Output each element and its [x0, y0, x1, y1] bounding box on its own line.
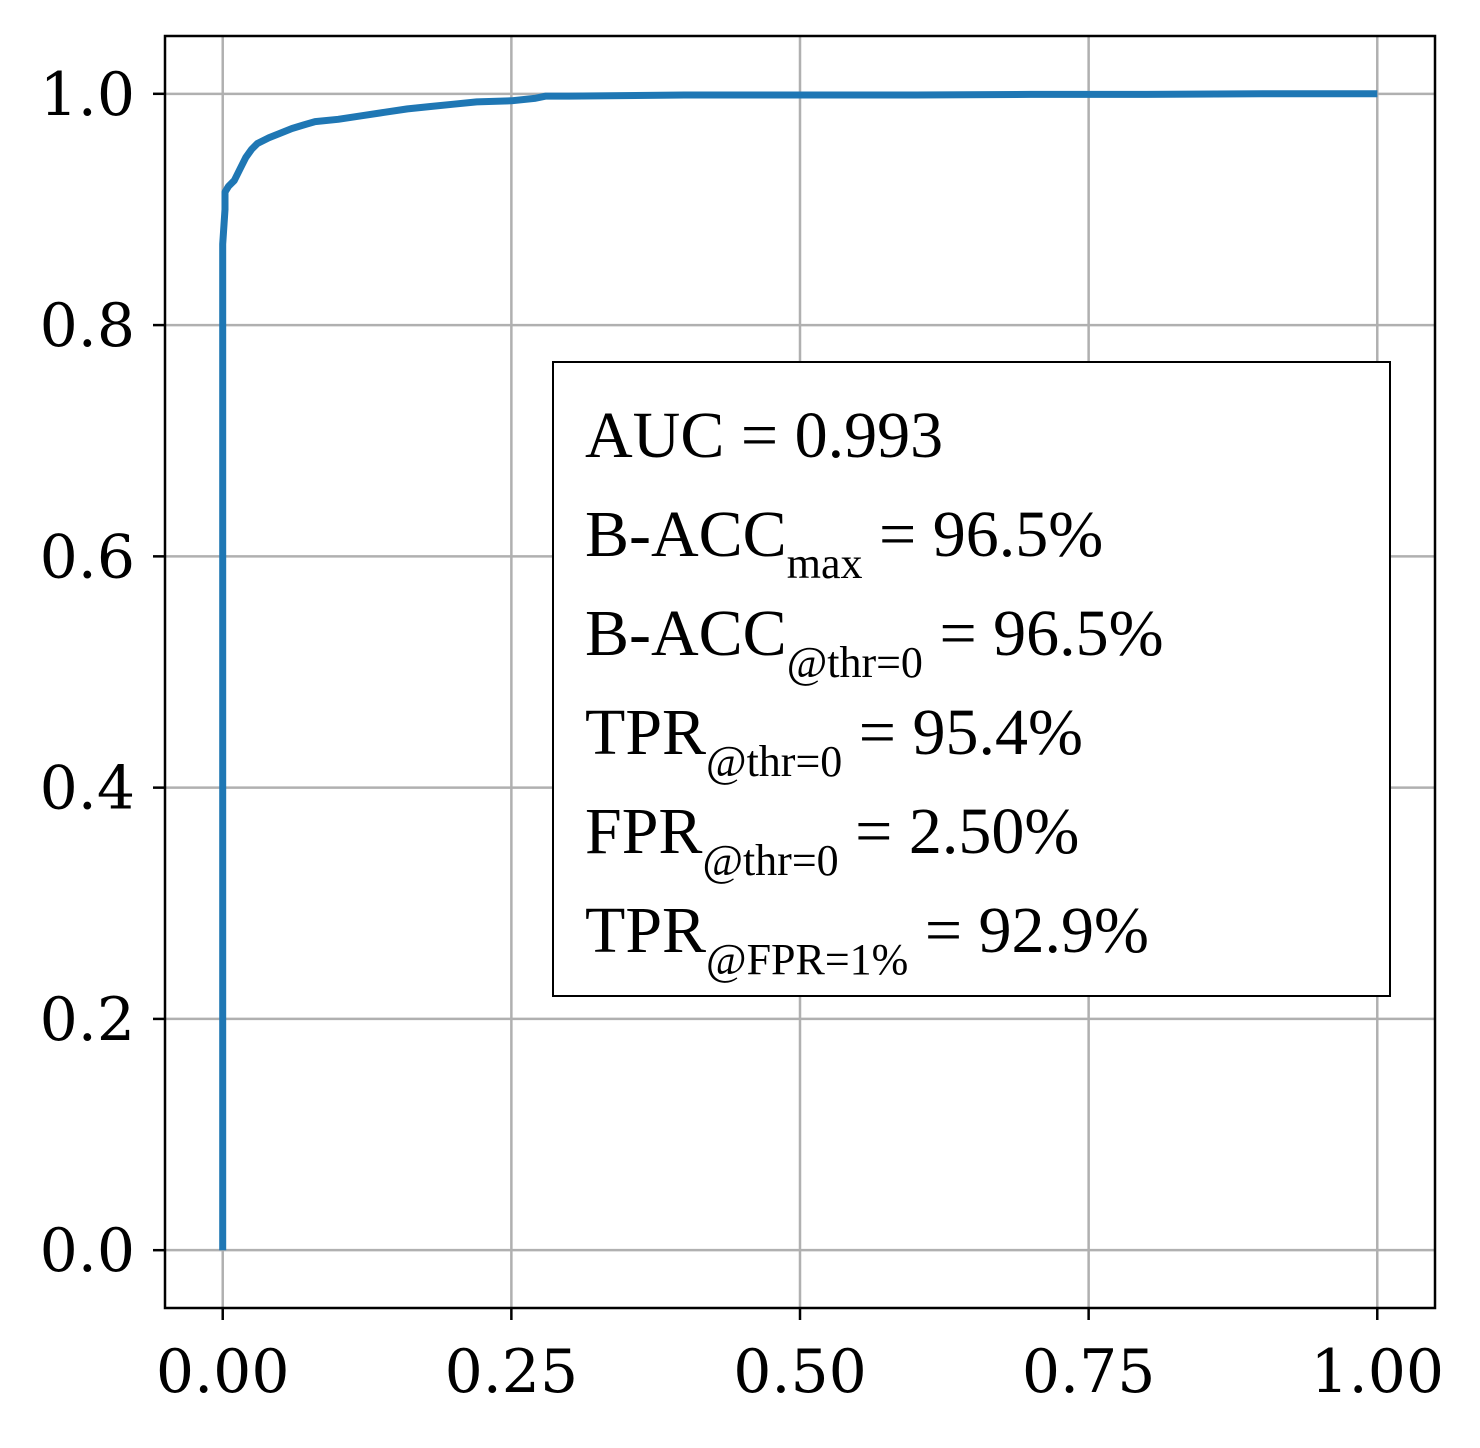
- annotation-subscript-3: @thr=0: [706, 737, 842, 786]
- annotation-line-4: FPR@thr=0 = 2.50%: [585, 795, 1079, 885]
- x-tick-label-0: 0.00: [156, 1337, 290, 1407]
- annotation-line-0: AUC = 0.993: [585, 399, 943, 472]
- y-tick-label-0: 0.0: [40, 1216, 135, 1286]
- x-tick-label-2: 0.50: [733, 1337, 867, 1407]
- annotation-line-1: B-ACCmax = 96.5%: [585, 498, 1103, 588]
- y-tick-label-4: 0.8: [40, 291, 135, 361]
- annotation-label-5: TPR: [585, 894, 706, 967]
- annotation-frame: [552, 361, 1391, 997]
- annotation-value-3: = 95.4%: [842, 696, 1083, 769]
- roc-curve-line-0: [219, 90, 1378, 1251]
- y-tick-label-3: 0.6: [40, 522, 135, 592]
- annotation-value-2: = 96.5%: [923, 597, 1164, 670]
- annotation-value-1: = 96.5%: [862, 498, 1103, 571]
- annotation-subscript-2: @thr=0: [787, 638, 923, 687]
- x-tick-label-4: 1.00: [1310, 1337, 1444, 1407]
- x-tick-label-3: 0.75: [1022, 1337, 1156, 1407]
- annotation-subscript-5: @FPR=1%: [706, 935, 908, 984]
- annotation-line-3: TPR@thr=0 = 95.4%: [585, 696, 1083, 786]
- annotation-label-1: B-ACC: [585, 498, 787, 571]
- y-tick-label-5: 1.0: [40, 60, 135, 130]
- annotation-label-3: TPR: [585, 696, 706, 769]
- y-tick-label-2: 0.4: [40, 754, 135, 824]
- x-axis-ticks: 0.00 0.25 0.50 0.75 1.00: [156, 1308, 1444, 1407]
- annotation-value-5: = 92.9%: [908, 894, 1149, 967]
- series-group: [219, 90, 1378, 1251]
- y-axis-ticks: 0.0 0.2 0.4 0.6 0.8 1.0: [40, 60, 165, 1286]
- annotation-label-4: FPR: [585, 795, 702, 868]
- annotation-line-5: TPR@FPR=1% = 92.9%: [585, 894, 1149, 984]
- annotation-value-4: = 2.50%: [839, 795, 1080, 868]
- annotation-line-2: B-ACC@thr=0 = 96.5%: [585, 597, 1164, 687]
- annotation-subscript-1: max: [787, 539, 863, 588]
- annotation-label-0: AUC = 0.993: [585, 399, 943, 472]
- x-tick-label-1: 0.25: [445, 1337, 579, 1407]
- y-tick-label-1: 0.2: [40, 985, 135, 1055]
- annotation-label-2: B-ACC: [585, 597, 787, 670]
- annotation-subscript-4: @thr=0: [702, 836, 838, 885]
